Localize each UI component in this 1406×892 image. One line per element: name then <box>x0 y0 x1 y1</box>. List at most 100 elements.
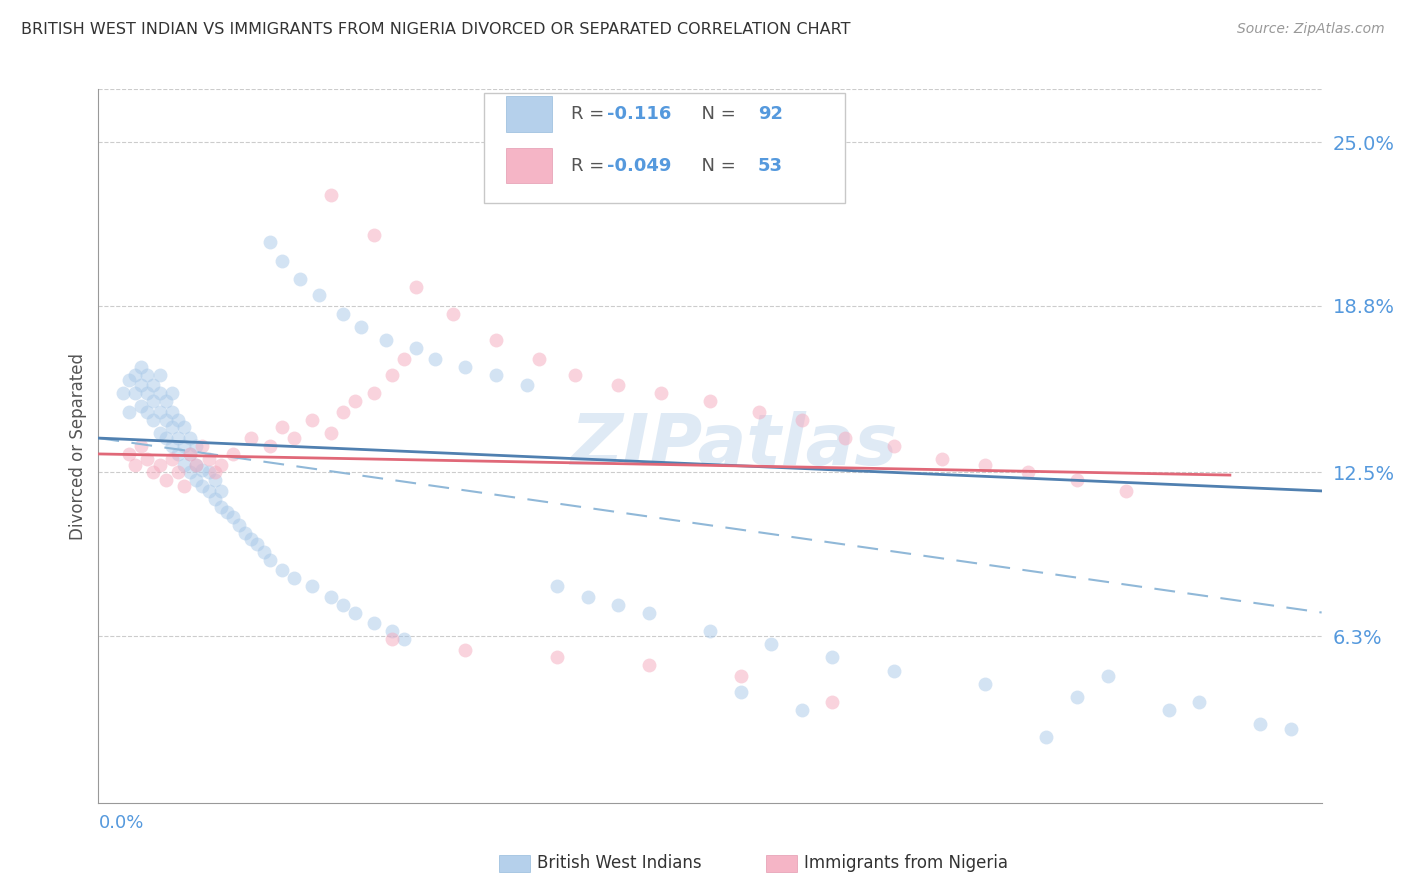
Point <box>142 412 165 426</box>
Point <box>240 431 263 445</box>
Point <box>270 563 292 577</box>
Point <box>155 431 177 445</box>
FancyBboxPatch shape <box>506 148 553 184</box>
Point <box>301 579 323 593</box>
Point <box>319 425 342 440</box>
Point <box>319 188 342 202</box>
Point <box>344 606 367 620</box>
Point <box>546 650 568 665</box>
Point <box>730 685 752 699</box>
Point <box>759 637 782 651</box>
Point <box>546 579 568 593</box>
Point <box>160 404 183 418</box>
Point <box>160 439 183 453</box>
Point <box>215 505 238 519</box>
Point <box>290 272 312 286</box>
Point <box>197 466 219 480</box>
Point <box>246 537 269 551</box>
Point <box>136 452 159 467</box>
Point <box>381 632 404 646</box>
Point <box>283 431 305 445</box>
Point <box>118 447 141 461</box>
Point <box>209 458 232 472</box>
Point <box>607 378 630 392</box>
Y-axis label: Divorced or Separated: Divorced or Separated <box>69 352 87 540</box>
Point <box>821 650 844 665</box>
Point <box>149 425 172 440</box>
Point <box>149 404 172 418</box>
Point <box>790 703 813 717</box>
Point <box>1097 669 1119 683</box>
Point <box>332 404 354 418</box>
Point <box>204 466 226 480</box>
Point <box>1035 730 1057 744</box>
Point <box>179 447 201 461</box>
Point <box>228 518 250 533</box>
Point <box>173 478 195 492</box>
Point <box>118 404 141 418</box>
Point <box>350 320 373 334</box>
Point <box>179 466 201 480</box>
Point <box>332 598 354 612</box>
Point <box>209 483 232 498</box>
Point <box>363 616 385 631</box>
Text: -0.049: -0.049 <box>607 157 672 175</box>
Point <box>155 394 177 409</box>
Point <box>283 571 305 585</box>
Point <box>204 491 226 506</box>
Text: 0.0%: 0.0% <box>98 814 143 831</box>
Point <box>974 677 997 691</box>
Text: N =: N = <box>690 157 742 175</box>
Point <box>197 483 219 498</box>
Point <box>931 452 953 467</box>
Point <box>252 545 274 559</box>
Point <box>974 458 997 472</box>
Point <box>124 386 146 401</box>
Point <box>1115 483 1137 498</box>
Point <box>204 474 226 488</box>
Point <box>149 458 172 472</box>
Point <box>136 404 159 418</box>
FancyBboxPatch shape <box>484 93 845 203</box>
Point <box>332 307 354 321</box>
Point <box>637 658 661 673</box>
Point <box>259 552 281 566</box>
Point <box>167 466 190 480</box>
Text: -0.116: -0.116 <box>607 105 672 123</box>
Text: R =: R = <box>571 105 610 123</box>
Text: ZIPatlas: ZIPatlas <box>571 411 898 481</box>
Point <box>1066 474 1088 488</box>
Point <box>259 235 281 250</box>
Point <box>179 447 201 461</box>
Point <box>392 632 416 646</box>
Point <box>149 386 172 401</box>
Point <box>124 368 146 382</box>
Point <box>173 458 195 472</box>
Point <box>1017 466 1039 480</box>
Point <box>111 386 134 401</box>
Point <box>730 669 752 683</box>
Point <box>637 606 661 620</box>
Point <box>699 394 721 409</box>
Text: Immigrants from Nigeria: Immigrants from Nigeria <box>804 855 1008 872</box>
Text: R =: R = <box>571 157 610 175</box>
Point <box>405 341 427 355</box>
Point <box>222 447 245 461</box>
Point <box>173 439 195 453</box>
Point <box>270 254 292 268</box>
Point <box>344 394 367 409</box>
Point <box>381 624 404 638</box>
Point <box>191 439 214 453</box>
Point <box>374 333 396 347</box>
Point <box>363 386 385 401</box>
Point <box>454 642 477 657</box>
Point <box>1279 722 1302 736</box>
FancyBboxPatch shape <box>506 96 553 132</box>
Point <box>197 452 219 467</box>
Point <box>883 664 905 678</box>
Point <box>392 351 416 366</box>
Point <box>423 351 446 366</box>
Point <box>1157 703 1180 717</box>
Point <box>363 227 385 242</box>
Point <box>167 447 190 461</box>
